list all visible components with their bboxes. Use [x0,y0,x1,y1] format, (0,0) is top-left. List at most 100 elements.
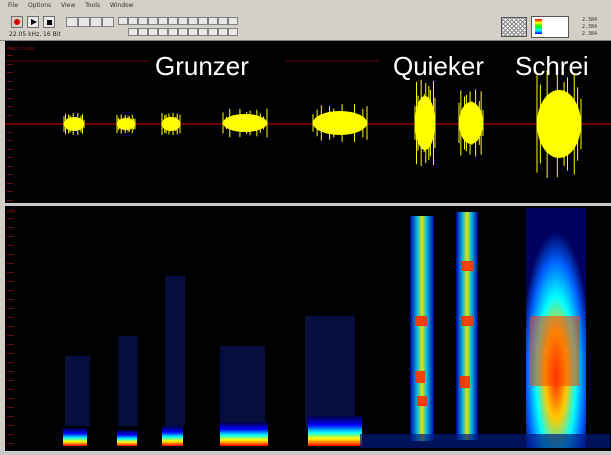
file-open-icon[interactable] [78,17,90,27]
amplitude-tick [7,191,13,192]
frequency-tick [7,344,14,345]
tool-a-icon[interactable] [128,28,138,36]
file-new-icon[interactable] [66,17,78,27]
grunt-energy [117,430,137,446]
amplitude-tick [7,131,13,133]
tool-f-icon[interactable] [178,28,188,36]
menu-view[interactable]: View [61,2,76,9]
amplitude-tick [7,80,13,82]
amplitude-tick [7,89,13,90]
label-squeal: Quieker [393,51,485,81]
frequency-axis-label: kHz [7,209,17,215]
menu-tools[interactable]: Tools [85,2,100,9]
spec-haze [220,346,265,436]
frequency-tick [7,227,14,228]
spectrogram-plot [63,208,610,448]
waveform-icon[interactable] [208,17,218,25]
readout-1: 2.384 [582,17,598,23]
amplitude-tick [7,140,13,141]
squeal-harmonic [417,396,427,406]
squeal-harmonic [415,371,425,383]
amplitude-tick [7,97,13,99]
menu-options[interactable]: Options [27,2,52,9]
low-band [360,434,610,448]
readout-3: 2.384 [582,31,598,37]
spectrogram-energy [63,208,610,448]
amplitude-tick [7,199,13,201]
frequency-tick [7,371,14,372]
tool-c-icon[interactable] [148,28,158,36]
cut-icon[interactable] [158,17,168,25]
label-scream: Schrei [515,51,589,81]
frequency-tick [7,326,14,327]
frequency-tick [7,353,14,354]
spec-haze [65,356,90,426]
frequency-tick [7,299,14,300]
spectrogram-panel[interactable]: kHz [5,206,611,451]
panel-divider[interactable] [5,203,611,206]
zoom-out-icon[interactable] [128,17,138,25]
grunt-energy [220,422,268,446]
tool-j-icon[interactable] [218,28,228,36]
spec-haze [305,316,355,431]
redo-icon[interactable] [228,17,238,25]
frequency-tick [7,236,14,237]
menu-window[interactable]: Window [109,2,134,9]
squeal-harmonic [460,376,470,388]
undo-icon[interactable] [218,17,228,25]
colorbar-icon[interactable] [531,16,569,38]
frequency-tick [7,263,14,264]
amplitude-tick [7,63,13,65]
zoom-all-icon[interactable] [138,17,148,25]
paste-icon[interactable] [178,17,188,25]
wave-burst-5 [313,111,367,135]
tool-d-icon[interactable] [158,28,168,36]
tool-b-icon[interactable] [138,28,148,36]
amplitude-tick [7,123,13,124]
menu-file[interactable]: File [8,2,19,9]
file-export-icon[interactable] [102,17,114,27]
time-scrollbar[interactable] [0,451,611,455]
frequency-tick [7,218,14,219]
record-icon[interactable] [11,16,23,28]
amplitude-tick [7,182,13,184]
frequency-tick [7,362,14,363]
filter-icon[interactable] [188,17,198,25]
scream-core [530,316,580,386]
spec-haze [118,336,138,426]
amplitude-tick [7,157,13,158]
wave-burst-8 [537,90,581,158]
amplitude-tick [7,174,13,175]
spec-haze [165,276,185,426]
waveform-plot [5,60,611,178]
play-icon[interactable] [27,16,39,28]
menu-bar: File Options View Tools Window [0,0,611,12]
squeal-harmonic [461,316,473,326]
zoom-in-icon[interactable] [118,17,128,25]
tool-i-icon[interactable] [208,28,218,36]
waveform-panel[interactable]: Amplitude [5,41,611,204]
squeal-harmonic [415,316,427,326]
spectrum-icon[interactable] [198,17,208,25]
grunt-energy [308,416,362,446]
select-icon[interactable] [148,17,158,25]
frequency-tick [7,389,14,390]
hatch-pattern-icon[interactable] [501,17,527,37]
tool-h-icon[interactable] [198,28,208,36]
amplitude-tick [7,106,13,107]
amplitude-tick [7,55,13,56]
frequency-tick [7,443,14,444]
frequency-tick [7,335,14,336]
tool-e-icon[interactable] [168,28,178,36]
stop-icon[interactable] [43,16,55,28]
label-grunt: Grunzer [155,51,249,81]
tool-k-icon[interactable] [228,28,238,36]
copy-icon[interactable] [168,17,178,25]
tool-g-icon[interactable] [188,28,198,36]
amplitude-tick [7,72,13,73]
frequency-tick [7,398,14,399]
frequency-tick [7,425,14,426]
grunt-energy [63,428,87,446]
frequency-tick [7,272,14,273]
file-save-icon[interactable] [90,17,102,27]
